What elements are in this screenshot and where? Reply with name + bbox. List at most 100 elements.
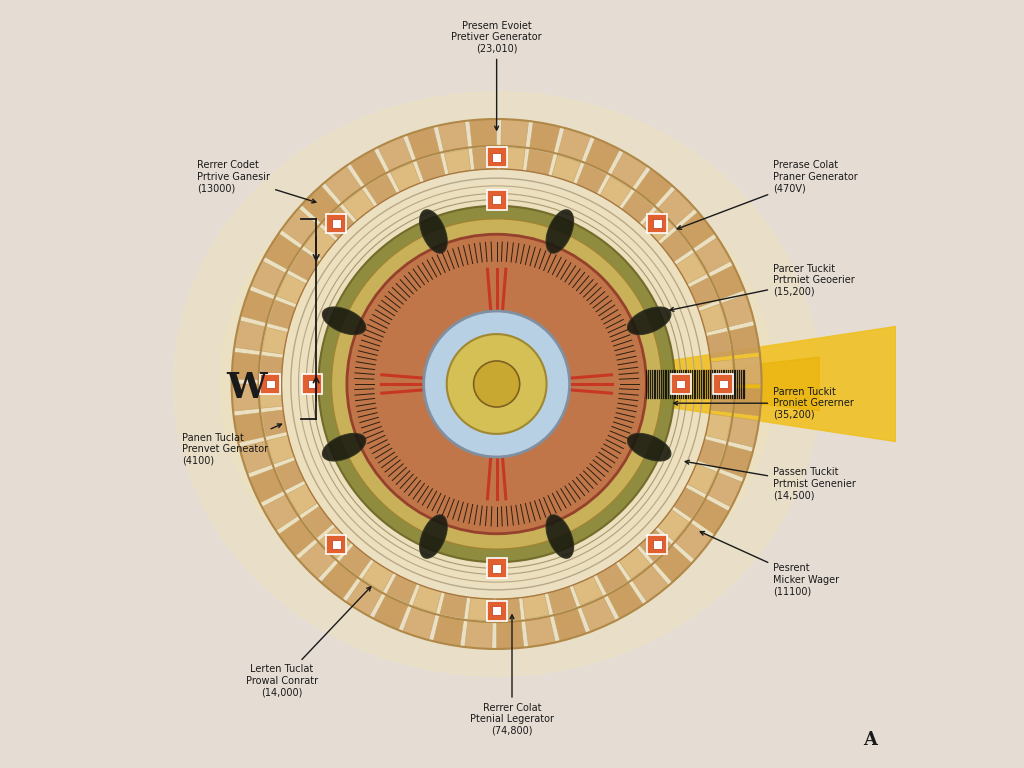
Wedge shape bbox=[287, 484, 317, 515]
Wedge shape bbox=[302, 506, 333, 538]
Wedge shape bbox=[719, 445, 753, 478]
Wedge shape bbox=[433, 615, 464, 647]
Wedge shape bbox=[699, 304, 726, 333]
Wedge shape bbox=[581, 597, 615, 632]
Wedge shape bbox=[378, 136, 413, 171]
Wedge shape bbox=[323, 207, 354, 239]
Ellipse shape bbox=[323, 307, 366, 335]
Wedge shape bbox=[577, 164, 606, 194]
Wedge shape bbox=[469, 119, 497, 147]
Wedge shape bbox=[632, 565, 669, 602]
Wedge shape bbox=[362, 561, 393, 591]
Circle shape bbox=[332, 219, 662, 549]
Wedge shape bbox=[440, 593, 467, 618]
Wedge shape bbox=[275, 460, 304, 490]
FancyBboxPatch shape bbox=[652, 219, 662, 228]
Wedge shape bbox=[387, 574, 417, 604]
Wedge shape bbox=[711, 359, 733, 384]
Wedge shape bbox=[262, 410, 287, 436]
Ellipse shape bbox=[220, 138, 773, 630]
Wedge shape bbox=[597, 563, 628, 594]
Text: Prerase Colat
Praner Generator
(470V): Prerase Colat Praner Generator (470V) bbox=[677, 160, 858, 230]
Wedge shape bbox=[660, 230, 691, 262]
Wedge shape bbox=[548, 587, 577, 614]
Circle shape bbox=[424, 311, 569, 457]
Wedge shape bbox=[585, 138, 620, 174]
Text: Presem Evoiet
Pretiver Generator
(23,010): Presem Evoiet Pretiver Generator (23,010… bbox=[452, 21, 542, 130]
Wedge shape bbox=[413, 585, 441, 613]
Wedge shape bbox=[402, 607, 435, 640]
Polygon shape bbox=[643, 357, 819, 411]
Wedge shape bbox=[279, 519, 315, 556]
FancyBboxPatch shape bbox=[486, 601, 507, 621]
Wedge shape bbox=[304, 227, 336, 259]
Text: W: W bbox=[226, 371, 267, 405]
Wedge shape bbox=[729, 326, 760, 356]
FancyBboxPatch shape bbox=[332, 540, 341, 549]
FancyBboxPatch shape bbox=[652, 540, 662, 549]
Wedge shape bbox=[678, 212, 715, 249]
Wedge shape bbox=[262, 495, 298, 531]
Wedge shape bbox=[260, 356, 284, 380]
Wedge shape bbox=[497, 598, 521, 621]
Wedge shape bbox=[558, 128, 591, 161]
Wedge shape bbox=[728, 417, 759, 448]
FancyBboxPatch shape bbox=[713, 374, 733, 394]
Text: Parren Tuckit
Proniet Gererner
(35,200): Parren Tuckit Proniet Gererner (35,200) bbox=[674, 386, 854, 420]
Wedge shape bbox=[282, 208, 318, 245]
Wedge shape bbox=[350, 150, 386, 186]
Ellipse shape bbox=[628, 433, 671, 461]
Wedge shape bbox=[301, 186, 339, 223]
Wedge shape bbox=[366, 174, 396, 205]
Wedge shape bbox=[231, 384, 260, 411]
Wedge shape bbox=[707, 332, 731, 358]
Wedge shape bbox=[278, 274, 306, 304]
Wedge shape bbox=[501, 147, 525, 170]
Circle shape bbox=[347, 234, 646, 534]
FancyBboxPatch shape bbox=[265, 379, 274, 389]
Wedge shape bbox=[390, 163, 421, 192]
FancyBboxPatch shape bbox=[326, 214, 346, 233]
Ellipse shape bbox=[274, 184, 719, 584]
Circle shape bbox=[318, 206, 675, 562]
Wedge shape bbox=[572, 576, 603, 605]
Wedge shape bbox=[611, 151, 647, 188]
Wedge shape bbox=[687, 464, 716, 494]
FancyBboxPatch shape bbox=[486, 190, 507, 210]
FancyBboxPatch shape bbox=[671, 374, 691, 394]
Polygon shape bbox=[643, 326, 896, 442]
FancyBboxPatch shape bbox=[493, 606, 501, 615]
Wedge shape bbox=[692, 498, 729, 535]
Wedge shape bbox=[438, 121, 468, 152]
Wedge shape bbox=[240, 441, 272, 473]
Wedge shape bbox=[654, 545, 692, 582]
Wedge shape bbox=[607, 582, 643, 618]
Wedge shape bbox=[325, 166, 361, 203]
Ellipse shape bbox=[174, 92, 819, 676]
Wedge shape bbox=[695, 237, 731, 273]
Wedge shape bbox=[249, 468, 284, 503]
Text: Pesrent
Micker Wager
(11100): Pesrent Micker Wager (11100) bbox=[700, 531, 840, 597]
FancyBboxPatch shape bbox=[486, 147, 507, 167]
FancyBboxPatch shape bbox=[719, 379, 728, 389]
Circle shape bbox=[473, 361, 519, 407]
Ellipse shape bbox=[420, 515, 447, 558]
Wedge shape bbox=[298, 542, 336, 579]
Wedge shape bbox=[417, 154, 445, 181]
Wedge shape bbox=[260, 384, 283, 409]
Wedge shape bbox=[636, 169, 673, 206]
Wedge shape bbox=[374, 594, 409, 630]
Wedge shape bbox=[675, 523, 712, 560]
FancyBboxPatch shape bbox=[308, 379, 316, 389]
Wedge shape bbox=[525, 616, 555, 647]
FancyBboxPatch shape bbox=[647, 214, 668, 233]
Wedge shape bbox=[733, 389, 762, 416]
Text: Passen Tuckit
Prtmist Genenier
(14,500): Passen Tuckit Prtmist Genenier (14,500) bbox=[685, 460, 856, 501]
Wedge shape bbox=[676, 253, 707, 284]
Wedge shape bbox=[501, 119, 528, 147]
FancyBboxPatch shape bbox=[647, 535, 668, 554]
Wedge shape bbox=[241, 290, 274, 323]
FancyBboxPatch shape bbox=[493, 153, 501, 162]
FancyBboxPatch shape bbox=[486, 558, 507, 578]
Wedge shape bbox=[267, 435, 294, 464]
